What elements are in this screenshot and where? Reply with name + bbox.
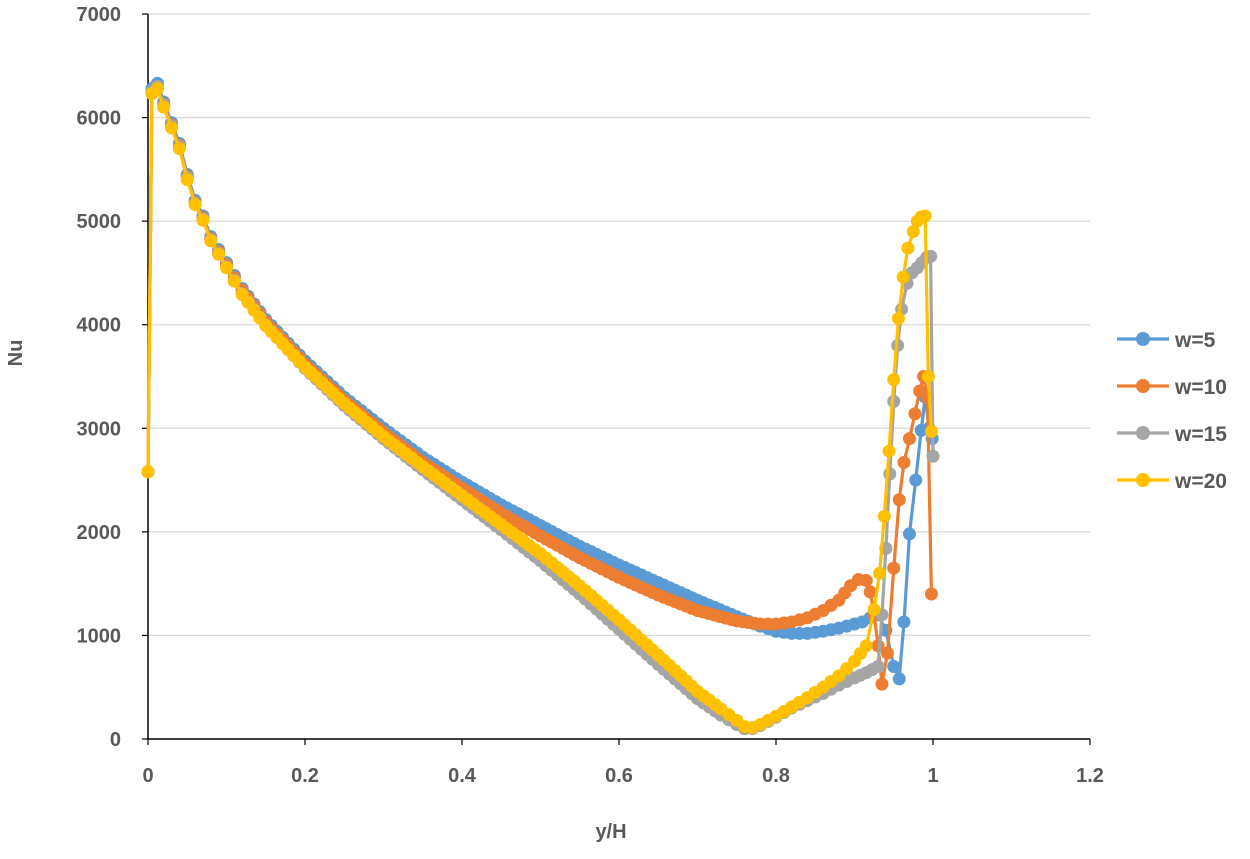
legend-item-w=10: w=10	[1117, 376, 1227, 399]
data-point	[897, 455, 911, 469]
y-tick-label: 4000	[77, 315, 122, 337]
data-point	[896, 270, 910, 284]
data-point	[897, 615, 911, 629]
data-point	[909, 473, 923, 487]
data-point	[906, 225, 920, 238]
legend-label: w=10	[1174, 376, 1227, 399]
y-tick-label: 3000	[77, 418, 122, 440]
legend-item-w=15: w=15	[1117, 423, 1227, 446]
x-axis-title: y/H	[595, 821, 626, 843]
data-point	[220, 261, 233, 275]
tick-labels: 0 0.2 0.4 0.6 0.8 1 1.2 0 1000 2000 3000 4000 5000 60…	[77, 4, 1104, 787]
data-point	[204, 234, 218, 248]
data-point	[921, 370, 935, 383]
data-point	[887, 373, 901, 387]
series-w=20	[141, 82, 938, 735]
data-point	[902, 527, 916, 541]
data-point	[188, 198, 202, 212]
data-point	[141, 465, 155, 479]
data-point	[901, 241, 915, 255]
legend-marker	[1136, 473, 1150, 487]
data-point	[212, 247, 226, 261]
data-point	[877, 509, 891, 523]
data-point	[157, 100, 171, 114]
legend-item-w=5: w=5	[1117, 329, 1216, 352]
y-tick-label: 6000	[77, 108, 122, 130]
x-tick-label: 0.8	[762, 765, 790, 787]
data-point	[924, 587, 938, 601]
data-point	[918, 209, 932, 223]
data-point	[227, 274, 241, 288]
legend-label: w=5	[1174, 329, 1216, 352]
y-tick-label: 5000	[77, 211, 122, 233]
series-w=5	[141, 76, 939, 686]
x-tick-label: 0.2	[291, 765, 319, 787]
data-point	[902, 432, 916, 446]
x-tick-label: 0.4	[448, 765, 477, 787]
y-tick-label: 1000	[77, 625, 122, 647]
y-tick-label: 2000	[77, 522, 122, 544]
data-point	[892, 493, 906, 507]
y-axis-title: Nu	[5, 340, 27, 367]
gridlines	[148, 13, 1090, 637]
data-point	[926, 449, 940, 463]
data-point	[883, 467, 897, 481]
legend-label: w=15	[1174, 423, 1227, 446]
x-tick-label: 0.6	[605, 765, 633, 787]
legend-item-w=20: w=20	[1117, 470, 1227, 493]
data-point	[880, 646, 894, 660]
data-point	[924, 424, 938, 438]
legend-marker	[1136, 379, 1150, 393]
legend: w=5 w=10 w=15 w=20	[1117, 329, 1227, 493]
plot-series	[141, 76, 940, 736]
data-point	[875, 677, 889, 691]
data-point	[859, 574, 873, 588]
data-point	[859, 639, 873, 653]
y-tick-label: 0	[110, 729, 121, 751]
data-point	[892, 672, 906, 686]
data-point	[165, 121, 179, 135]
data-point	[891, 312, 905, 325]
data-point	[873, 566, 887, 580]
y-tick-label: 7000	[77, 4, 122, 26]
x-tick-label: 1	[927, 765, 938, 787]
series-line	[146, 84, 933, 686]
data-point	[887, 561, 901, 575]
data-point	[172, 142, 186, 156]
data-point	[882, 444, 896, 458]
legend-marker	[1136, 332, 1150, 346]
data-point	[180, 173, 194, 187]
data-point	[150, 82, 164, 96]
series-line	[146, 81, 934, 681]
legend-label: w=20	[1174, 470, 1227, 493]
data-point	[196, 213, 210, 227]
data-point	[908, 407, 922, 421]
x-tick-label: 0	[142, 765, 153, 787]
data-point	[863, 585, 877, 599]
data-point	[871, 660, 885, 673]
data-point	[867, 603, 881, 617]
legend-marker	[1136, 426, 1150, 440]
series-w=10	[141, 80, 938, 691]
data-point	[887, 660, 901, 673]
x-tick-label: 1.2	[1076, 765, 1104, 787]
